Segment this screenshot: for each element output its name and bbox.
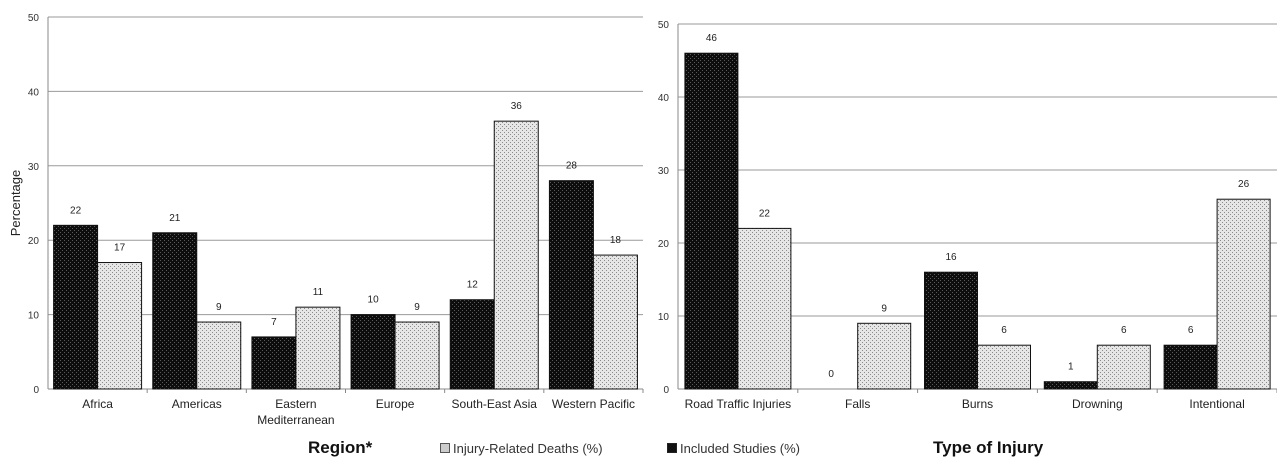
data-label: 17 <box>114 243 126 254</box>
bar <box>97 262 143 390</box>
bar <box>493 120 539 390</box>
data-label: 10 <box>368 295 380 306</box>
bar <box>152 232 198 390</box>
data-label: 22 <box>759 208 771 219</box>
legend-label: Included Studies (%) <box>680 440 800 456</box>
data-label: 9 <box>216 302 222 313</box>
data-label: 16 <box>945 252 957 263</box>
data-label: 18 <box>610 235 622 246</box>
y-tick-label: 40 <box>28 87 40 98</box>
data-label: 9 <box>881 303 887 314</box>
category-label: Falls <box>845 397 870 411</box>
category-label: Western Pacific <box>552 397 635 411</box>
category-label: Drowning <box>1072 397 1123 411</box>
category-label: Europe <box>376 397 415 411</box>
y-tick-label: 10 <box>658 312 670 323</box>
bar <box>1043 381 1098 390</box>
legend-swatch-light <box>440 443 450 453</box>
data-label: 6 <box>1001 325 1007 336</box>
category-label: Americas <box>172 397 222 411</box>
x-axis-title: Type of Injury <box>933 438 1044 457</box>
data-label: 12 <box>467 280 479 291</box>
bar <box>1216 198 1271 390</box>
data-label: 28 <box>566 161 578 172</box>
legend-item-studies: Included Studies (%) <box>667 438 800 458</box>
category-label: Mediterranean <box>257 413 334 427</box>
data-label: 26 <box>1238 179 1250 190</box>
category-label: Burns <box>962 397 993 411</box>
data-label: 9 <box>414 302 420 313</box>
data-label: 6 <box>1121 325 1127 336</box>
bar <box>295 306 341 390</box>
bar <box>350 314 396 390</box>
y-tick-label: 20 <box>28 236 40 247</box>
data-label: 0 <box>828 369 834 380</box>
bar <box>53 224 99 390</box>
bar <box>449 299 495 390</box>
bar <box>592 254 638 390</box>
bar <box>924 271 978 390</box>
data-label: 21 <box>169 213 181 224</box>
legend-label: Injury-Related Deaths (%) <box>453 440 603 456</box>
injury-type-chart-panel: 0 10 20 30 40 50 46 22 Road Traffic Injuries 0 9 Fa… <box>658 20 1277 411</box>
region-axis-title-container: Region* <box>308 438 372 458</box>
injury-axis-title-container: Type of Injury <box>933 438 1043 458</box>
bar <box>977 344 1031 390</box>
bar <box>196 321 242 390</box>
y-tick-label: 0 <box>33 385 39 396</box>
bar <box>548 180 594 390</box>
category-label: Road Traffic Injuries <box>685 397 792 411</box>
y-tick-label: 10 <box>28 311 40 322</box>
bar <box>857 322 912 390</box>
data-label: 7 <box>271 317 277 328</box>
legend-swatch-dark <box>667 443 677 453</box>
data-label: 6 <box>1188 325 1194 336</box>
y-tick-label: 50 <box>28 13 40 24</box>
legend-item-deaths: Injury-Related Deaths (%) <box>440 438 603 458</box>
data-label: 22 <box>70 205 82 216</box>
category-label: Africa <box>82 397 113 411</box>
x-axis-title: Region* <box>308 438 373 457</box>
data-label: 1 <box>1068 362 1074 373</box>
bar <box>737 227 792 390</box>
y-tick-label: 20 <box>658 239 670 250</box>
data-label: 36 <box>511 101 523 112</box>
bar <box>251 336 297 390</box>
y-tick-label: 50 <box>658 20 670 31</box>
bar <box>1096 344 1151 390</box>
bar <box>1163 344 1218 390</box>
region-chart-panel: 0 10 20 30 40 50 Percentage 22 17 Africa 21 9 Americ… <box>8 13 644 427</box>
y-tick-label: 30 <box>658 166 670 177</box>
category-label: Eastern <box>275 397 316 411</box>
bar <box>394 321 440 390</box>
category-label: South-East Asia <box>452 397 538 411</box>
y-tick-label: 40 <box>658 93 670 104</box>
bar <box>684 52 739 390</box>
data-label: 11 <box>313 287 324 298</box>
category-label: Intentional <box>1189 397 1244 411</box>
data-label: 46 <box>706 33 718 44</box>
y-tick-label: 30 <box>28 162 40 173</box>
y-tick-label: 0 <box>663 385 669 396</box>
y-axis-title: Percentage <box>8 170 23 237</box>
